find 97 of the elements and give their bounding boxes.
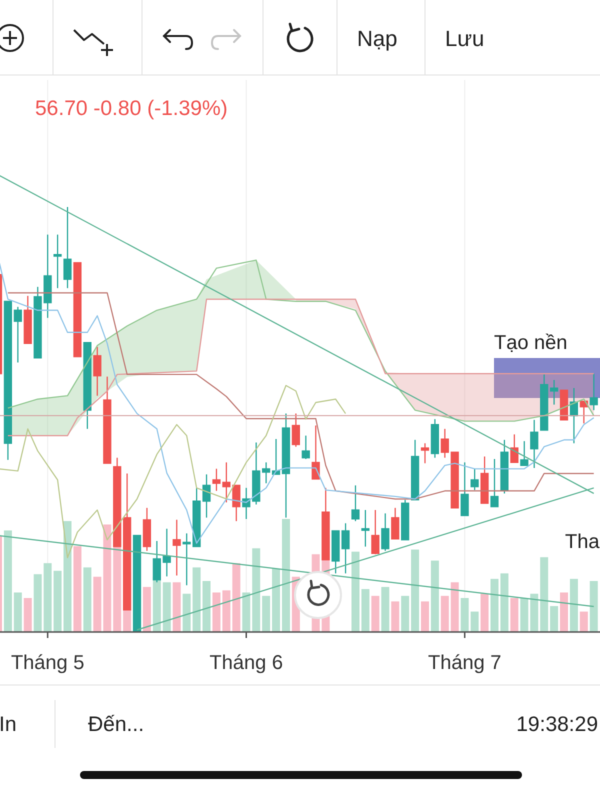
x-tick-label: Tháng 6 [210,652,283,674]
annotation: Tha [565,531,600,553]
candlestick [202,474,211,518]
candlestick [530,419,538,469]
bar [222,590,230,632]
candlestick [4,300,12,460]
candlestick [212,468,221,492]
candlestick [351,484,360,522]
candlestick [14,306,22,364]
candlestick [391,507,400,540]
bar [590,581,598,632]
bar [202,581,211,632]
bar [490,578,498,632]
candlestick [142,507,152,552]
candlestick [590,373,598,411]
bar [500,573,508,632]
bar [450,582,459,632]
candlestick [560,390,568,421]
bar [540,557,548,632]
bar [282,518,290,632]
candlestick [172,519,181,576]
candlestick [83,342,92,430]
candlestick [570,387,578,444]
bar [550,606,558,632]
bar [361,589,370,632]
bar [64,521,72,632]
candlestick [520,440,528,466]
candlestick [580,400,588,424]
candlestick [292,412,300,448]
candlestick [53,234,62,289]
candlestick [430,418,440,458]
candlestick [381,512,390,552]
candlestick [103,376,112,464]
bar [272,568,280,632]
bar [192,567,201,632]
candlestick [470,468,479,491]
text: In [0,713,17,736]
bar [262,596,270,632]
bar [162,582,171,632]
bar [4,530,12,632]
candlestick [410,439,420,500]
bar [351,552,360,632]
candlestick [460,462,469,516]
candlestick [510,434,518,464]
bar [470,612,479,632]
bar [34,574,42,632]
bar [420,601,429,632]
candlestick [282,412,290,518]
bar [570,578,578,632]
bar [14,592,22,632]
candlestick [312,424,320,480]
text: 19:38:29 [516,713,598,736]
x-tick-label: Tháng 7 [428,652,502,674]
text: Nạp [357,26,398,51]
bar [480,594,489,632]
bar [54,570,62,632]
bar [44,563,52,632]
x-tick-label: Tháng 5 [10,652,84,674]
candlestick [302,435,310,460]
candlestick [272,438,280,475]
bar [430,560,439,632]
candlestick [371,509,380,555]
text: Lưu [445,26,484,51]
bar [401,596,410,632]
text: Đến... [88,713,144,736]
bar [371,596,380,632]
candlestick [93,346,102,396]
bar [580,612,588,632]
bar [560,592,568,632]
candlestick [361,509,370,548]
bar [232,563,240,632]
candlestick [132,534,142,632]
bar [24,598,32,632]
bar [411,550,420,632]
candlestick [401,499,410,540]
annotation: Tạo nền [494,332,568,354]
candlestick [332,530,340,574]
candlestick [480,456,489,504]
bar [172,582,181,632]
candlestick [420,442,430,464]
candlestick [24,295,32,344]
candlestick [341,522,350,574]
bar [381,586,390,632]
bar [440,596,449,632]
bar [212,592,220,632]
candlestick [490,458,499,508]
bar [510,598,518,632]
bar [391,601,400,632]
bar [83,567,92,632]
bar [460,598,469,632]
bar [73,546,82,632]
bar [142,586,151,632]
bar [182,594,191,632]
candlestick [500,439,509,494]
candlestick [73,262,82,358]
text: 56.70 -0.80 (-1.39%) [35,97,228,120]
candlestick [63,206,72,289]
